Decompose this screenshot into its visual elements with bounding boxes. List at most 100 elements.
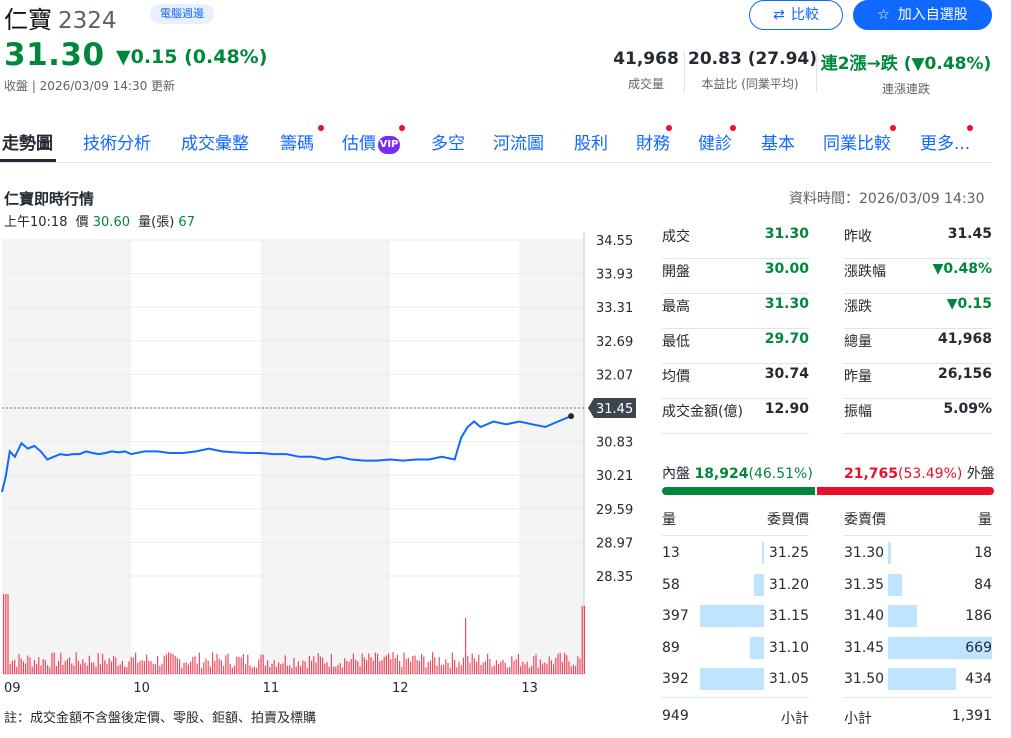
volume-bar [9,664,11,674]
hour-band [519,240,584,674]
volume-bar [102,653,104,674]
tab-more[interactable]: 更多... [920,134,971,154]
volume-bar [454,659,456,674]
volume-bar [139,660,141,674]
ask-price[interactable]: 31.50 [844,671,885,687]
quote-label: 昨收 [844,229,872,245]
volume-bar [115,657,117,674]
volume-bar [509,667,511,674]
volume-bar [135,652,137,674]
market-status: 收盤 | 2026/03/09 14:30 更新 [4,79,176,93]
tab-peer-compare[interactable]: 同業比較 [823,134,891,154]
volume-bar [506,667,508,674]
volume-bar [498,663,500,674]
volume-bar [410,661,412,674]
volume-bar [328,666,330,674]
quote-row: 成交金額(億) 12.90 [662,399,809,434]
volume-bar [357,661,359,674]
volume-bar [5,594,7,674]
bid-price[interactable]: 31.20 [768,576,809,593]
volume-bar [231,667,233,674]
notification-dot [399,125,405,131]
volume-bar [513,660,515,674]
volume-bar [445,659,447,674]
ask-qty: 186 [965,608,992,624]
intraday-chart[interactable]: 34.55 33.93 33.31 32.69 32.07 31.45 30.83 30.21… [0,230,650,700]
tab-basic[interactable]: 基本 [761,134,795,154]
volume-bar [137,662,139,674]
volume-bar [352,653,354,674]
volume-bar [150,660,152,674]
outer-volume: 21,765(53.49%) 外盤 [844,463,995,483]
volume-bar [209,666,211,674]
volume-bar [363,657,365,674]
quote-label: 總量 [844,334,872,350]
volume-bar [390,659,392,674]
bid-price[interactable]: 31.05 [768,671,809,687]
industry-badge[interactable]: 電腦週邊 [150,4,214,24]
volume-bar [311,660,313,674]
ask-price[interactable]: 31.30 [844,545,885,561]
bid-price[interactable]: 31.15 [768,608,809,624]
volume-bar [278,662,280,674]
y-tick-label: 33.31 [596,301,633,316]
tab-dividend[interactable]: 股利 [574,134,608,154]
volume-bar [260,654,262,674]
outer-pct: (53.49%) [898,466,963,482]
volume-bar [196,663,198,674]
ask-depth-bar [888,542,891,564]
volume-bar [60,652,62,674]
volume-bar [559,652,561,674]
volume-bar [550,660,552,674]
volume-bar [227,653,229,674]
volume-bar [478,654,480,674]
y-tick-label: 32.07 [596,368,633,383]
tab-trend[interactable]: 走勢圖 [2,134,53,154]
volume-bar [443,664,445,674]
add-watchlist-button[interactable]: ☆ 加入自選股 [853,0,992,30]
quote-row: 成交 31.30 [662,224,809,259]
hover-time: 上午10:18 [4,215,68,230]
tab-long-short[interactable]: 多空 [431,134,465,154]
bid-price[interactable]: 31.10 [768,639,809,656]
stock-title: 仁寶 2324 [4,0,117,35]
quote-label: 漲跌幅 [844,264,886,280]
compare-button[interactable]: ⇄ 比較 [749,0,843,30]
volume-bar [385,655,387,674]
volume-bar [33,660,35,674]
tab-trade-summary[interactable]: 成交彙整 [181,134,249,154]
volume-bar [372,660,374,674]
volume-bar [462,657,464,674]
volume-bar [504,662,506,674]
ask-price[interactable]: 31.35 [844,576,885,593]
ask-price[interactable]: 31.45 [844,639,885,656]
volume-bar [403,652,405,674]
bid-depth-bar [754,573,764,596]
volume-bar [458,661,460,674]
y-tick-label: 28.35 [596,570,633,585]
volume-bar [183,662,185,674]
x-axis: 09 10 11 12 13 [4,681,538,696]
bid-price[interactable]: 31.25 [768,545,809,561]
volume-bar [172,654,174,674]
volume-bar [174,656,176,674]
prev-close-label: 31.45 [588,398,636,418]
volume-bar [520,666,522,674]
volume-bar [198,652,200,674]
tab-chips[interactable]: 籌碼 [280,134,314,154]
volume-bar [108,658,110,674]
compare-icon: ⇄ [773,7,785,23]
tab-technical[interactable]: 技術分析 [83,134,151,154]
tab-health[interactable]: 健診 [698,134,732,154]
tab-financials[interactable]: 財務 [636,134,670,154]
ask-price[interactable]: 31.40 [844,608,885,624]
volume-bar [423,656,425,674]
stat-pe-value: 20.83 (27.94) [688,49,818,69]
tab-river-chart[interactable]: 河流圖 [493,134,544,154]
stat-streak-value: 連2漲→跌 (▼0.48%) [820,54,992,74]
bid-qty: 13 [662,545,680,561]
bid-qty: 89 [662,639,680,656]
price-line [1,415,572,493]
volume-bar [44,660,46,674]
tab-valuation[interactable]: 估價 VIP [342,129,400,154]
